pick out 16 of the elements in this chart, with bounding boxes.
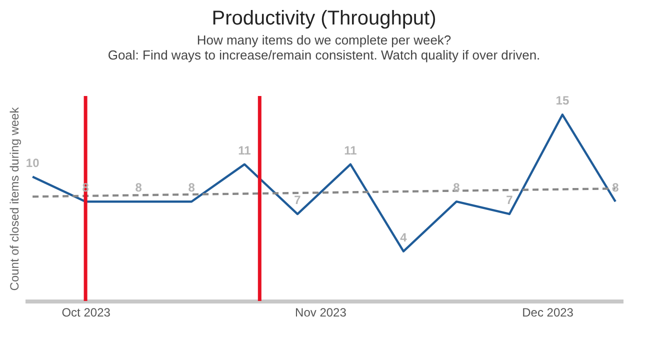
data-label: 11 — [344, 143, 358, 158]
x-tick-label: Nov 2023 — [295, 306, 347, 320]
data-label: 4 — [400, 230, 408, 244]
x-tick-label: Oct 2023 — [62, 306, 111, 320]
data-label: 15 — [556, 94, 570, 108]
data-label: 8 — [612, 180, 620, 195]
y-axis-title: Count of closed items during week — [8, 106, 22, 291]
x-tick-label: Dec 2023 — [522, 306, 574, 320]
data-label: 8 — [135, 180, 142, 195]
chart-title: Productivity (Throughput) — [212, 7, 436, 30]
chart-subtitle: How many items do we complete per week? Goal: Find ways to increase/remain consistent. Watch quality if over driven. — [108, 32, 540, 62]
data-label: 7 — [294, 193, 302, 208]
data-label: 7 — [506, 193, 514, 208]
data-label: 11 — [238, 143, 252, 158]
data-label: 10 — [26, 156, 40, 170]
data-label: 8 — [188, 180, 196, 195]
